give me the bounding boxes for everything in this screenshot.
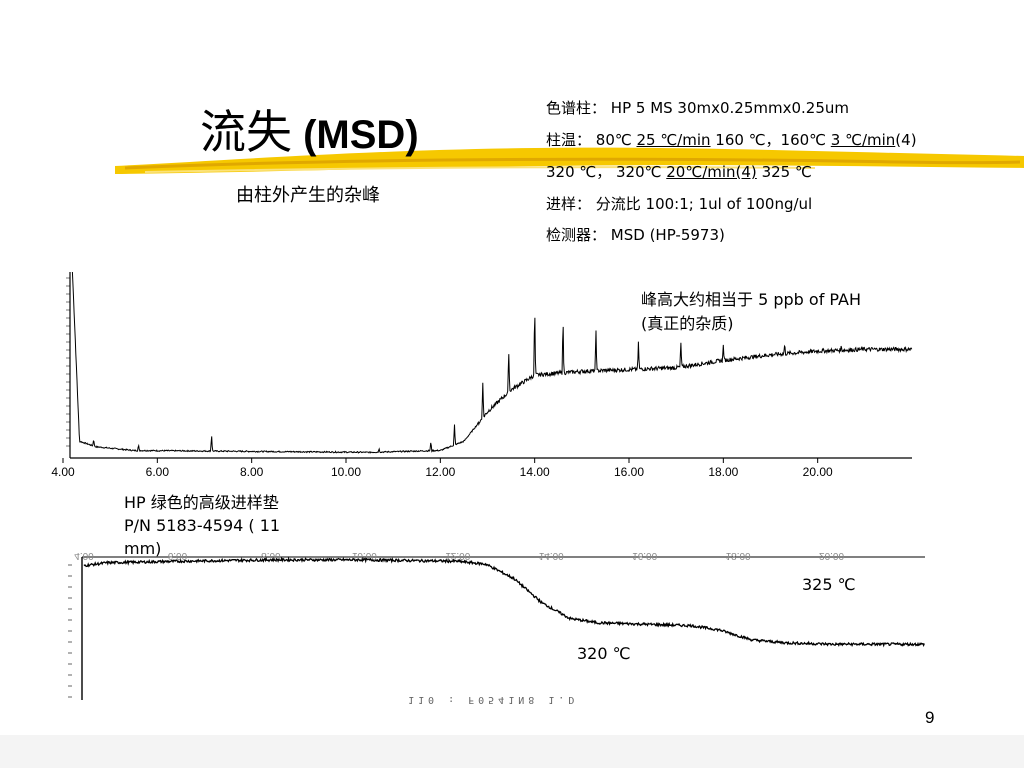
peak-note-line-2: (真正的杂质) — [641, 314, 734, 333]
title-en: (MSD) — [292, 113, 419, 157]
oven-temp-condition-2: 320 ℃， 320℃ 20℃/min(4) 325 ℃ — [546, 162, 812, 182]
septum-line-1: HP 绿色的高级进样垫 — [124, 493, 279, 512]
temp2-rate-1: 20℃/min(4) — [666, 163, 757, 181]
slide-title: 流失 (MSD) — [200, 96, 419, 162]
lower-x-tick-label: 12.00 — [445, 550, 470, 561]
temp-part-2: 160 ℃，160℃ — [710, 131, 831, 149]
upper-chromatogram-trace — [71, 271, 913, 454]
det-value: MSD (HP-5973) — [606, 226, 725, 244]
column-label: 色谱柱： — [546, 99, 607, 117]
septum-line-3: mm) — [124, 539, 162, 558]
lower-x-tick-label: 20.00 — [819, 550, 844, 561]
septum-note: HP 绿色的高级进样垫 P/N 5183-4594 ( 11 mm) — [124, 491, 280, 560]
upper-y-axis — [66, 277, 70, 447]
title-cn: 流失 — [200, 105, 292, 159]
brush-stroke-decoration — [115, 147, 1024, 174]
upper-x-tick-label: 20.00 — [803, 465, 833, 479]
lower-x-tick-label: 10.00 — [352, 550, 377, 561]
slide-subtitle: 由柱外产生的杂峰 — [236, 185, 380, 206]
temp-part-1: 80℃ — [591, 131, 637, 149]
footer-band — [0, 735, 1024, 768]
temp2-part-2: 325 ℃ — [756, 163, 812, 181]
septum-line-2: P/N 5183-4594 ( 11 — [124, 516, 281, 535]
lower-x-tick-labels: 4.00 6.00 8.00 10.00 12.00 14.00 16.00 18.00 20.… — [74, 550, 844, 561]
lower-x-tick-label: 8.00 — [261, 550, 281, 561]
temp-label: 柱温： — [546, 131, 592, 149]
oven-temp-condition: 柱温： 80℃ 25 ℃/min 160 ℃，160℃ 3 ℃/min(4) — [546, 130, 917, 150]
temp-320-label: 320 ℃ — [577, 644, 631, 663]
column-condition: 色谱柱： HP 5 MS 30mx0.25mmx0.25um — [546, 98, 849, 118]
upper-x-tick-label: 14.00 — [520, 465, 550, 479]
lower-x-tick-label: 18.00 — [726, 550, 751, 561]
upper-x-tick-label: 4.00 — [51, 465, 75, 479]
lower-file-label: 110 : F0541N8 1.D — [408, 694, 579, 705]
temp2-part-1: 320 ℃， 320℃ — [546, 163, 667, 181]
det-label: 检测器： — [546, 226, 607, 244]
inj-value: 分流比 100:1; 1ul of 100ng/ul — [591, 195, 813, 213]
upper-x-tick-label: 16.00 — [614, 465, 644, 479]
temp-rate-1: 25 ℃/min — [636, 131, 711, 149]
lower-x-tick-label: 4.00 — [74, 550, 94, 561]
upper-x-tick-labels: 4.00 6.00 8.00 10.00 12.00 14.00 16.00 18.00 20.… — [51, 458, 833, 479]
page-number: 9 — [925, 708, 935, 727]
lower-x-tick-label: 6.00 — [168, 550, 188, 561]
temp-rate-2: 3 ℃/min — [830, 131, 896, 149]
inj-label: 进样： — [546, 195, 592, 213]
lower-y-axis — [68, 564, 72, 698]
injection-condition: 进样： 分流比 100:1; 1ul of 100ng/ul — [546, 194, 812, 214]
lower-x-tick-label: 14.00 — [539, 550, 564, 561]
lower-chromatogram-trace — [83, 556, 925, 648]
peak-note-line-1: 峰高大约相当于 5 ppb of PAH — [641, 290, 862, 309]
upper-x-tick-label: 18.00 — [708, 465, 738, 479]
temp-part-3: (4) — [895, 131, 917, 149]
upper-x-tick-label: 10.00 — [331, 465, 361, 479]
detector-condition: 检测器： MSD (HP-5973) — [546, 225, 725, 245]
upper-x-tick-label: 8.00 — [240, 465, 264, 479]
temp-325-label: 325 ℃ — [802, 575, 856, 594]
upper-x-tick-label: 6.00 — [146, 465, 170, 479]
lower-x-tick-label: 16.00 — [632, 550, 657, 561]
column-value: HP 5 MS 30mx0.25mmx0.25um — [606, 99, 850, 117]
upper-x-tick-label: 12.00 — [425, 465, 455, 479]
